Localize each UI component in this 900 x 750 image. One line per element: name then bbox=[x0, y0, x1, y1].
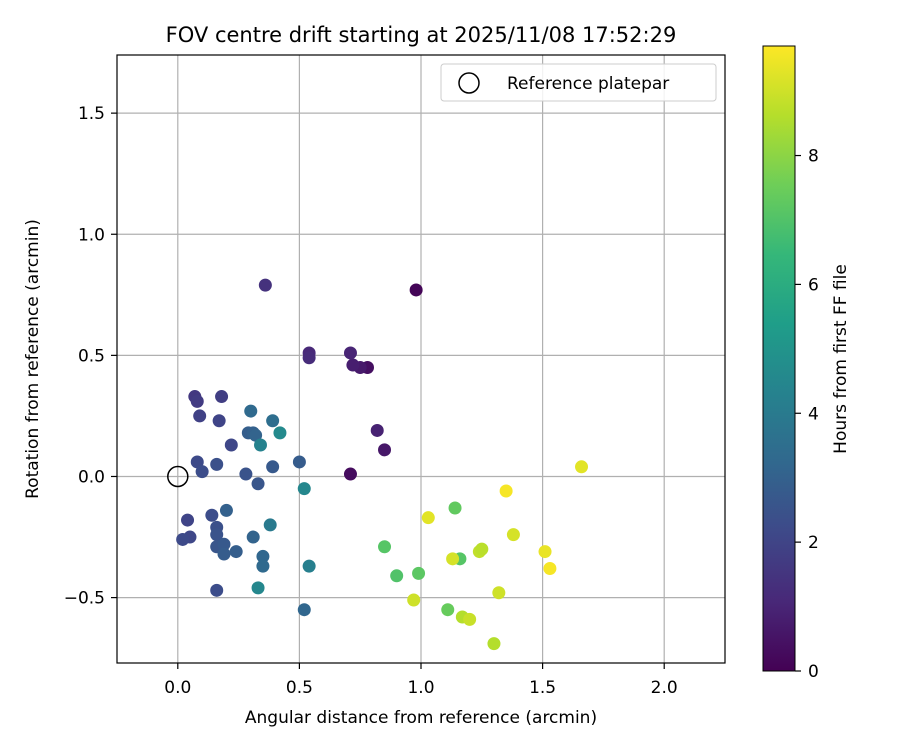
data-point bbox=[409, 283, 423, 297]
colorbar-tick-label: 6 bbox=[808, 275, 819, 295]
data-point bbox=[370, 423, 384, 437]
y-tick-label: −0.5 bbox=[64, 589, 105, 609]
legend: Reference platepar bbox=[440, 63, 717, 102]
data-point bbox=[407, 593, 421, 607]
data-point bbox=[499, 484, 513, 498]
data-point bbox=[378, 443, 392, 457]
data-point bbox=[538, 545, 552, 559]
data-point bbox=[463, 612, 477, 626]
y-tick-label: 1.0 bbox=[78, 225, 105, 245]
x-tick-label: 0.0 bbox=[164, 678, 191, 698]
data-point bbox=[219, 503, 233, 517]
grid bbox=[117, 55, 725, 663]
x-tick-label: 1.0 bbox=[407, 678, 434, 698]
data-point bbox=[217, 547, 231, 561]
data-point bbox=[244, 404, 258, 418]
data-point bbox=[229, 545, 243, 559]
data-point bbox=[215, 390, 229, 404]
data-point bbox=[506, 528, 520, 542]
reference-platepar-marker bbox=[167, 465, 189, 488]
y-axis-ticks: −0.5 0.0 0.5 1.0 1.5 bbox=[64, 104, 117, 609]
y-tick-label: 0.0 bbox=[78, 467, 105, 487]
colorbar-ticks: 0 2 4 6 8 bbox=[795, 147, 819, 682]
data-point bbox=[246, 530, 260, 544]
data-point bbox=[421, 511, 435, 525]
data-point bbox=[193, 409, 207, 423]
data-point bbox=[263, 518, 277, 532]
legend-marker-reference bbox=[458, 72, 480, 94]
data-point bbox=[302, 559, 316, 573]
x-tick-label: 2.0 bbox=[651, 678, 678, 698]
data-point bbox=[343, 346, 357, 360]
data-point bbox=[575, 460, 589, 474]
data-point bbox=[251, 477, 265, 491]
data-point bbox=[266, 460, 280, 474]
data-point bbox=[266, 414, 280, 428]
data-points bbox=[167, 278, 589, 651]
data-point bbox=[210, 583, 224, 597]
data-point bbox=[297, 603, 311, 617]
data-point bbox=[190, 455, 204, 469]
data-point bbox=[256, 549, 270, 563]
data-point bbox=[412, 566, 426, 580]
y-axis-label: Rotation from reference (arcmin) bbox=[23, 219, 43, 499]
data-point bbox=[448, 501, 462, 515]
colorbar-label: Hours from first FF file bbox=[831, 264, 851, 454]
data-point bbox=[441, 603, 455, 617]
data-point bbox=[446, 552, 460, 566]
data-point bbox=[292, 455, 306, 469]
data-point bbox=[217, 537, 231, 551]
data-point bbox=[239, 467, 253, 481]
data-point bbox=[212, 414, 226, 428]
x-axis-label: Angular distance from reference (arcmin) bbox=[245, 708, 597, 728]
data-point bbox=[195, 465, 209, 479]
colorbar bbox=[762, 45, 796, 672]
legend-label-reference: Reference platepar bbox=[507, 74, 669, 94]
data-point bbox=[253, 438, 267, 452]
data-point bbox=[256, 559, 270, 573]
data-point bbox=[390, 569, 404, 583]
data-point bbox=[378, 540, 392, 554]
data-point bbox=[210, 528, 224, 542]
colorbar-tick-label: 0 bbox=[808, 662, 819, 682]
data-point bbox=[475, 542, 489, 556]
data-point bbox=[210, 457, 224, 471]
data-point bbox=[343, 467, 357, 481]
data-point bbox=[249, 428, 263, 442]
data-point bbox=[543, 562, 557, 576]
data-point bbox=[258, 278, 272, 292]
y-tick-label: 1.5 bbox=[78, 104, 105, 124]
x-axis-ticks: 0.0 0.5 1.0 1.5 2.0 bbox=[164, 663, 678, 698]
data-point bbox=[251, 581, 265, 595]
data-point bbox=[190, 394, 204, 408]
legend-box bbox=[440, 63, 717, 102]
data-point bbox=[224, 438, 238, 452]
data-point bbox=[297, 482, 311, 496]
data-point bbox=[273, 426, 287, 440]
data-point bbox=[302, 351, 316, 365]
colorbar-tick-label: 8 bbox=[808, 147, 819, 167]
data-point bbox=[346, 358, 360, 372]
data-point bbox=[205, 508, 219, 522]
data-point bbox=[181, 513, 195, 527]
chart-title: FOV centre drift starting at 2025/11/08 … bbox=[166, 23, 677, 47]
x-tick-label: 0.5 bbox=[286, 678, 313, 698]
x-tick-label: 1.5 bbox=[529, 678, 556, 698]
data-point bbox=[487, 637, 501, 651]
y-tick-label: 0.5 bbox=[78, 346, 105, 366]
colorbar-tick-label: 2 bbox=[808, 533, 819, 553]
colorbar-tick-label: 4 bbox=[808, 404, 819, 424]
data-point bbox=[492, 586, 506, 600]
data-point bbox=[176, 532, 190, 546]
